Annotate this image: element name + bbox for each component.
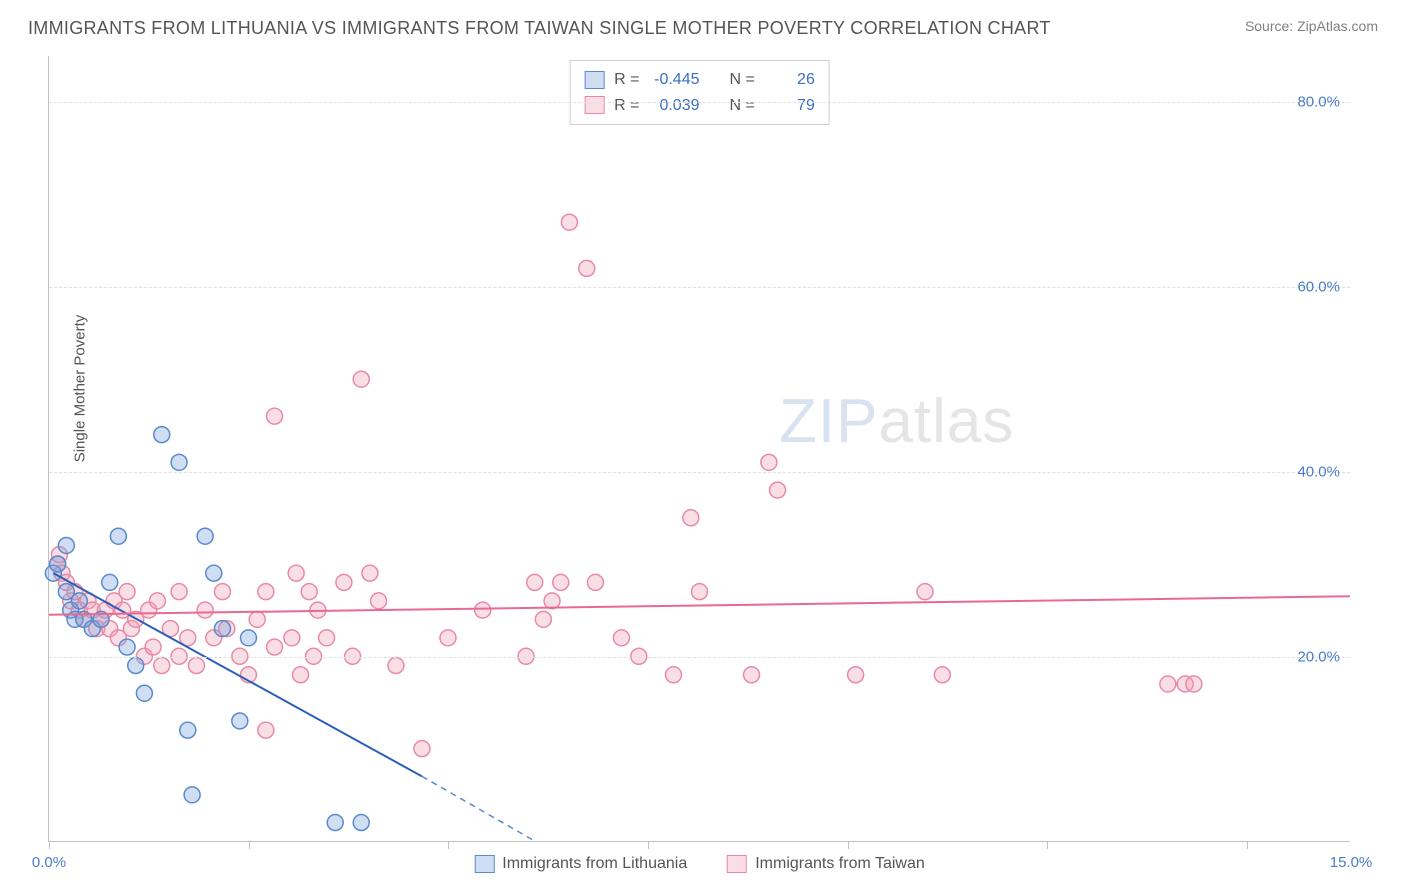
data-point (136, 685, 152, 701)
x-tick-right: 15.0% (1330, 854, 1373, 871)
data-point (119, 584, 135, 600)
data-point (475, 602, 491, 618)
x-axis-tick (448, 841, 449, 849)
data-point (301, 584, 317, 600)
x-axis-tick (648, 841, 649, 849)
stats-row-taiwan: R = 0.039 N = 79 (584, 93, 815, 119)
swatch-pink (584, 96, 604, 114)
x-axis-tick (49, 841, 50, 849)
data-point (206, 565, 222, 581)
y-tick-label: 60.0% (1297, 279, 1340, 296)
swatch-blue-icon (474, 855, 494, 873)
swatch-blue (584, 71, 604, 89)
gridline (49, 472, 1350, 473)
trend-line-lithuania (53, 573, 422, 776)
chart-plot-area: ZIPatlas R = -0.445 N = 26 R = 0.039 N =… (48, 56, 1350, 842)
data-point (110, 528, 126, 544)
data-point (267, 639, 283, 655)
gridline (49, 102, 1350, 103)
data-point (561, 214, 577, 230)
data-point (288, 565, 304, 581)
gridline (49, 287, 1350, 288)
data-point (258, 584, 274, 600)
data-point (197, 528, 213, 544)
y-tick-label: 40.0% (1297, 464, 1340, 481)
data-point (665, 667, 681, 683)
data-point (587, 574, 603, 590)
data-point (336, 574, 352, 590)
trend-line-lithuania-extrapolated (422, 776, 535, 841)
data-point (258, 722, 274, 738)
data-point (240, 630, 256, 646)
chart-title: IMMIGRANTS FROM LITHUANIA VS IMMIGRANTS … (28, 18, 1051, 39)
data-point (1160, 676, 1176, 692)
data-point (440, 630, 456, 646)
y-tick-label: 80.0% (1297, 94, 1340, 111)
x-tick-left: 0.0% (32, 854, 66, 871)
data-point (327, 815, 343, 831)
data-point (197, 602, 213, 618)
data-point (214, 584, 230, 600)
data-point (579, 260, 595, 276)
data-point (683, 510, 699, 526)
data-point (188, 658, 204, 674)
scatter-svg (49, 56, 1350, 841)
data-point (535, 611, 551, 627)
legend-item-taiwan: Immigrants from Taiwan (727, 855, 925, 873)
data-point (770, 482, 786, 498)
y-tick-label: 20.0% (1297, 649, 1340, 666)
data-point (284, 630, 300, 646)
data-point (214, 621, 230, 637)
data-point (371, 593, 387, 609)
data-point (744, 667, 760, 683)
data-point (848, 667, 864, 683)
stats-legend-box: R = -0.445 N = 26 R = 0.039 N = 79 (569, 60, 830, 125)
data-point (145, 639, 161, 655)
data-point (388, 658, 404, 674)
data-point (761, 454, 777, 470)
data-point (1186, 676, 1202, 692)
data-point (319, 630, 335, 646)
data-point (267, 408, 283, 424)
data-point (149, 593, 165, 609)
x-axis-tick (1047, 841, 1048, 849)
data-point (544, 593, 560, 609)
data-point (171, 584, 187, 600)
legend-item-lithuania: Immigrants from Lithuania (474, 855, 687, 873)
data-point (184, 787, 200, 803)
data-point (613, 630, 629, 646)
data-point (249, 611, 265, 627)
data-point (58, 537, 74, 553)
bottom-legend: Immigrants from Lithuania Immigrants fro… (474, 855, 925, 873)
stats-row-lithuania: R = -0.445 N = 26 (584, 67, 815, 93)
data-point (353, 371, 369, 387)
data-point (692, 584, 708, 600)
data-point (102, 574, 118, 590)
source-label: Source: ZipAtlas.com (1245, 18, 1378, 34)
data-point (119, 639, 135, 655)
data-point (362, 565, 378, 581)
data-point (50, 556, 66, 572)
x-axis-tick (249, 841, 250, 849)
data-point (293, 667, 309, 683)
data-point (414, 741, 430, 757)
data-point (180, 722, 196, 738)
data-point (917, 584, 933, 600)
data-point (154, 427, 170, 443)
data-point (553, 574, 569, 590)
gridline (49, 657, 1350, 658)
data-point (934, 667, 950, 683)
data-point (353, 815, 369, 831)
data-point (171, 454, 187, 470)
swatch-pink-icon (727, 855, 747, 873)
x-axis-tick (848, 841, 849, 849)
data-point (232, 713, 248, 729)
x-axis-tick (1247, 841, 1248, 849)
data-point (128, 658, 144, 674)
data-point (71, 593, 87, 609)
data-point (527, 574, 543, 590)
data-point (154, 658, 170, 674)
